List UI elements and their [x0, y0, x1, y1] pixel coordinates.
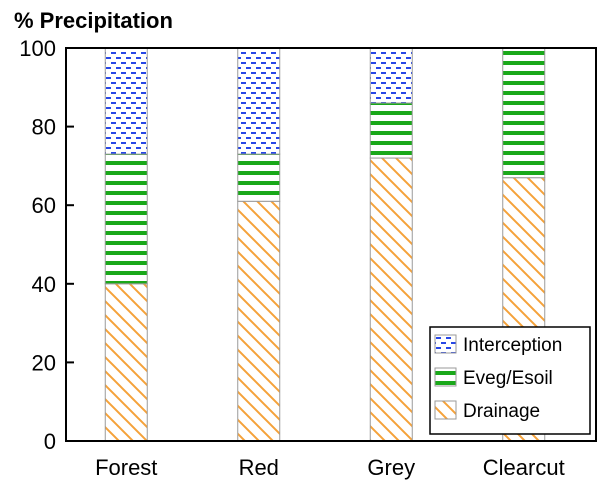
- bar-segment-eveg-esoil: [237, 153, 281, 202]
- bar-segment-interception: [237, 47, 281, 155]
- plot-frame: [65, 47, 597, 442]
- bar-segment-drainage: [237, 200, 281, 442]
- x-tick-label: Grey: [367, 455, 415, 480]
- legend-swatch: [434, 400, 457, 420]
- y-axis-ticks: 0 20 40 60 80 100: [19, 36, 74, 454]
- y-axis-label: % Precipitation: [14, 8, 173, 33]
- x-tick-label: Red: [239, 455, 279, 480]
- bar-segment-drainage: [104, 283, 148, 442]
- legend-box: [429, 326, 591, 435]
- legend-label: Interception: [463, 335, 562, 356]
- bar-segment-interception: [369, 47, 413, 104]
- x-tick-label: Clearcut: [483, 455, 565, 480]
- bar-segment-interception: [104, 47, 148, 155]
- bar-segment-drainage: [369, 157, 413, 442]
- bar-segment-eveg-esoil: [502, 47, 546, 179]
- y-tick-label: 20: [32, 350, 56, 375]
- y-tick-label: 0: [44, 429, 56, 454]
- legend-swatch: [434, 334, 457, 354]
- y-tick-label: 60: [32, 193, 56, 218]
- y-tick-label: 80: [32, 115, 56, 140]
- y-tick-label: 100: [19, 36, 56, 61]
- legend: Interception Eveg/Esoil Drainage: [429, 326, 591, 435]
- bar-segment-eveg-esoil: [104, 153, 148, 285]
- legend-label: Eveg/Esoil: [463, 368, 553, 389]
- legend-swatch: [434, 367, 457, 387]
- x-axis-labels: Forest Red Grey Clearcut: [95, 455, 565, 480]
- legend-label: Drainage: [463, 401, 540, 422]
- bar-segment-eveg-esoil: [369, 102, 413, 159]
- x-tick-label: Forest: [95, 455, 157, 480]
- y-tick-label: 40: [32, 272, 56, 297]
